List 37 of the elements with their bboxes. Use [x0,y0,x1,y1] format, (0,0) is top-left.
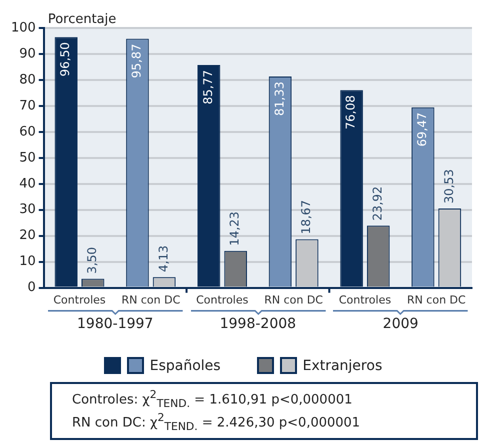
y-tick-label: 50 [19,150,36,166]
x-tick-label: RN con DC [121,293,181,306]
x-tick-label: Controles [338,293,392,306]
y-tick-label: 40 [19,176,36,192]
x-tick-label: Controles [196,293,249,306]
data-label: 95,87 [130,44,144,78]
data-label: 76,08 [344,95,358,130]
y-tick-label: 90 [19,46,36,62]
x-tick-label: RN con DC [264,293,324,306]
legend-label: Españoles [150,358,221,374]
data-label: 4,13 [156,245,170,272]
y-tick-label: 70 [19,98,36,114]
text: 1998-2008 [218,316,298,332]
data-label: 96,50 [58,42,72,76]
x-tick-label: Controles [53,293,106,306]
legend-label: Extranjeros [302,358,382,374]
y-tick-label: 80 [19,72,36,88]
text: Controles: χ$^{2}$$_{TEND.}$ = 1.610,91 p<0,000001 [72,388,354,411]
y-tick-label: 10 [19,254,36,270]
text: 2009 [382,316,420,332]
y-tick-label: 0 [28,280,36,296]
y-tick-label: 20 [19,228,36,244]
data-label: 81,33 [272,82,286,116]
x-tick-label: RN con DC [406,293,466,306]
text: 1980-1997 [76,316,154,332]
data-label: 14,23 [228,211,242,246]
text: RN con DC: χ$^{2}$$_{TEND.}$ = 2.426,30 p<0,000001 [72,410,362,434]
data-label: 18,67 [299,200,314,234]
y-tick-label: 60 [19,124,36,140]
data-label: 69,47 [415,112,430,147]
y-tick-label: 30 [19,202,36,218]
data-label: 30,53 [442,169,456,204]
data-label: 3,50 [85,246,99,274]
y-tick-label: 100 [10,20,36,36]
data-label: 85,77 [200,70,215,104]
y-axis-title: Porcentaje [48,12,116,27]
data-label: 23,92 [370,186,384,221]
